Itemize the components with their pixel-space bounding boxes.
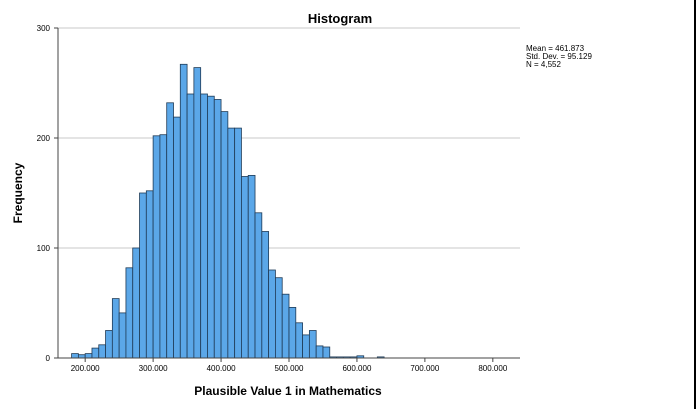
x-tick-label: 800.000 [478,364,507,373]
histogram-bar [125,267,134,359]
statistics-box: Mean = 461.873 Std. Dev. = 95.129 N = 4,… [526,45,592,69]
histogram-bar [105,330,113,359]
histogram-bar [98,344,106,359]
histogram-bars [71,63,385,359]
histogram-bar [139,192,147,359]
histogram-bar [84,353,93,359]
std-dev-stat: Std. Dev. = 95.129 [526,52,592,61]
y-axis-label: Frequency [11,162,25,223]
histogram-bar [152,135,161,359]
chart-title: Histogram [308,11,372,26]
x-tick-label: 600.000 [342,364,371,373]
histogram-bar [159,134,168,359]
histogram-bar [241,176,249,359]
histogram-bar [71,353,79,359]
x-axis-label: Plausible Value 1 in Mathematics [194,384,382,398]
histogram-bar [91,347,100,359]
mean-stat: Mean = 461.873 [526,44,585,53]
y-tick-label: 100 [37,244,51,253]
n-stat: N = 4,552 [526,60,561,69]
histogram-bar [186,93,195,359]
histogram-bar [295,322,303,359]
histogram-bar [111,298,120,359]
y-tick-label: 300 [37,24,51,33]
histogram-bar [288,306,297,359]
histogram-bar [322,346,331,359]
histogram-bar [145,190,154,359]
x-tick-label: 400.000 [207,364,236,373]
histogram-bar [234,127,242,359]
histogram-bar [220,111,229,359]
histogram-bar [166,102,174,359]
window-edge [694,0,696,409]
histogram-bar [281,293,290,359]
histogram-bar [268,269,276,359]
y-tick-label: 200 [37,134,51,143]
histogram-bar [247,174,256,359]
histogram-bar [213,99,222,359]
histogram-bar [132,247,140,359]
x-tick-label: 200.000 [71,364,100,373]
histogram-bar [200,93,208,359]
histogram-bar [308,330,317,359]
histogram-bar [302,334,310,359]
x-tick-label: 300.000 [139,364,168,373]
histogram-bar [207,95,215,359]
histogram-bar [173,116,181,359]
x-tick-label: 700.000 [410,364,439,373]
histogram-bar [275,277,283,359]
histogram-bar [179,63,188,359]
x-tick-label: 500.000 [275,364,304,373]
y-tick-label: 0 [46,354,51,363]
x-axis-ticks: 200.000 300.000 400.000 500.000 600.000 700.0… [71,358,508,373]
histogram-bar [315,345,324,359]
histogram-bar [261,231,270,359]
histogram-bar [227,127,236,359]
histogram-bar [118,312,127,359]
histogram-bar [254,212,263,359]
histogram-bar [193,67,202,359]
y-axis-ticks: 0 100 200 300 [37,24,58,363]
